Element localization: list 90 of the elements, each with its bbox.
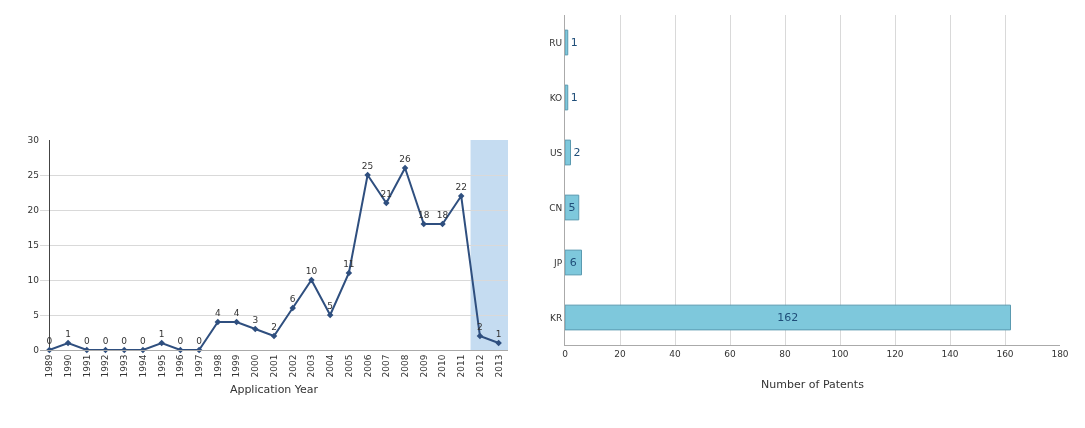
x-tick-label: 180 — [1051, 348, 1069, 359]
x-tick-label: 1990 — [63, 354, 74, 378]
point — [476, 332, 484, 340]
x-axis-title: Application Year — [229, 383, 319, 396]
data-label: 18 — [436, 209, 449, 220]
data-label: 25 — [361, 160, 374, 171]
data-label: 0 — [83, 335, 90, 346]
x-tick-label: 20 — [614, 348, 626, 359]
y-tick-label: 10 — [27, 275, 40, 286]
x-tick-label: 140 — [941, 348, 959, 359]
point — [270, 332, 278, 340]
data-label: 5 — [327, 300, 334, 311]
data-label: 2 — [477, 321, 483, 332]
x-tick-label: 2009 — [418, 354, 429, 378]
x-tick-label: 80 — [779, 348, 791, 359]
y-tick-label: 25 — [27, 170, 39, 181]
x-tick-label: 1992 — [100, 354, 111, 378]
x-tick-label: 60 — [724, 348, 736, 359]
x-tick-label: 120 — [886, 348, 904, 359]
x-tick-label: 2004 — [325, 354, 336, 378]
x-tick-label: 2010 — [437, 354, 448, 378]
y-tick-label: US — [549, 147, 563, 158]
x-tick-label: 2003 — [306, 354, 317, 378]
data-label: 1 — [495, 328, 502, 339]
x-tick-label: 2008 — [399, 354, 410, 378]
data-label: 2 — [271, 321, 277, 332]
x-tick-label: 1998 — [212, 354, 223, 378]
x-tick-label: 1994 — [137, 354, 148, 378]
y-tick-label: 20 — [27, 205, 40, 216]
data-label: 0 — [177, 335, 184, 346]
data-label: 6 — [569, 256, 577, 270]
data-label: 5 — [568, 201, 576, 215]
x-tick-label: 100 — [831, 348, 849, 359]
x-tick-label: 40 — [669, 348, 681, 359]
y-tick-label: KO — [549, 92, 563, 103]
data-label: 6 — [289, 293, 296, 304]
x-tick-label: 1996 — [175, 354, 186, 378]
data-label: 4 — [233, 307, 240, 318]
y-tick-label: KR — [550, 312, 563, 323]
data-label: 1 — [570, 36, 578, 49]
x-tick-label: 2011 — [456, 354, 467, 378]
data-label: 21 — [380, 188, 393, 199]
point — [345, 269, 353, 277]
data-label: 0 — [196, 335, 203, 346]
data-label: 10 — [305, 265, 318, 276]
data-label: 0 — [46, 335, 53, 346]
data-label: 26 — [399, 153, 412, 164]
point — [326, 311, 334, 319]
bar — [565, 304, 1011, 331]
bar — [565, 139, 571, 166]
data-label: 22 — [455, 181, 467, 192]
bar — [565, 84, 569, 111]
x-axis-title: Number of Patents — [761, 378, 865, 391]
x-tick-label: 2002 — [287, 354, 298, 378]
point — [457, 192, 465, 200]
x-tick-label: 2005 — [343, 354, 354, 378]
data-label: 1 — [570, 91, 578, 104]
x-tick-label: 2012 — [474, 354, 485, 378]
x-tick-label: 1997 — [194, 354, 205, 378]
point — [64, 339, 72, 347]
bar — [565, 29, 569, 56]
data-label: 1 — [158, 328, 165, 339]
x-tick-label: 2001 — [268, 354, 279, 378]
data-label: 0 — [121, 335, 128, 346]
bar — [565, 194, 580, 221]
data-label: 1 — [65, 328, 71, 339]
point — [401, 164, 409, 172]
x-tick-label: 2007 — [381, 354, 392, 378]
bar — [565, 249, 582, 276]
data-label: 3 — [252, 314, 259, 325]
y-tick-label: RU — [549, 37, 563, 48]
x-tick-label: 1993 — [119, 354, 130, 378]
y-tick-label: 15 — [27, 240, 39, 251]
data-label: 0 — [140, 335, 147, 346]
y-tick-label: 5 — [33, 310, 39, 321]
y-tick-label: CN — [549, 202, 563, 213]
data-label: 4 — [214, 307, 221, 318]
x-tick-label: 2000 — [250, 354, 261, 378]
data-label: 2 — [573, 146, 581, 160]
x-tick-label: 1989 — [44, 354, 55, 378]
x-tick-label: 2013 — [493, 354, 504, 378]
x-tick-label: 2006 — [362, 354, 373, 378]
x-tick-label: 1991 — [81, 354, 92, 378]
y-tick-label: 30 — [27, 135, 40, 146]
y-tick-label: JP — [553, 257, 563, 268]
x-tick-label: 1999 — [231, 354, 242, 378]
data-label: 0 — [102, 335, 109, 346]
x-tick-label: 1995 — [156, 354, 167, 378]
x-tick-label: 160 — [996, 348, 1014, 359]
data-label: 162 — [777, 311, 799, 325]
